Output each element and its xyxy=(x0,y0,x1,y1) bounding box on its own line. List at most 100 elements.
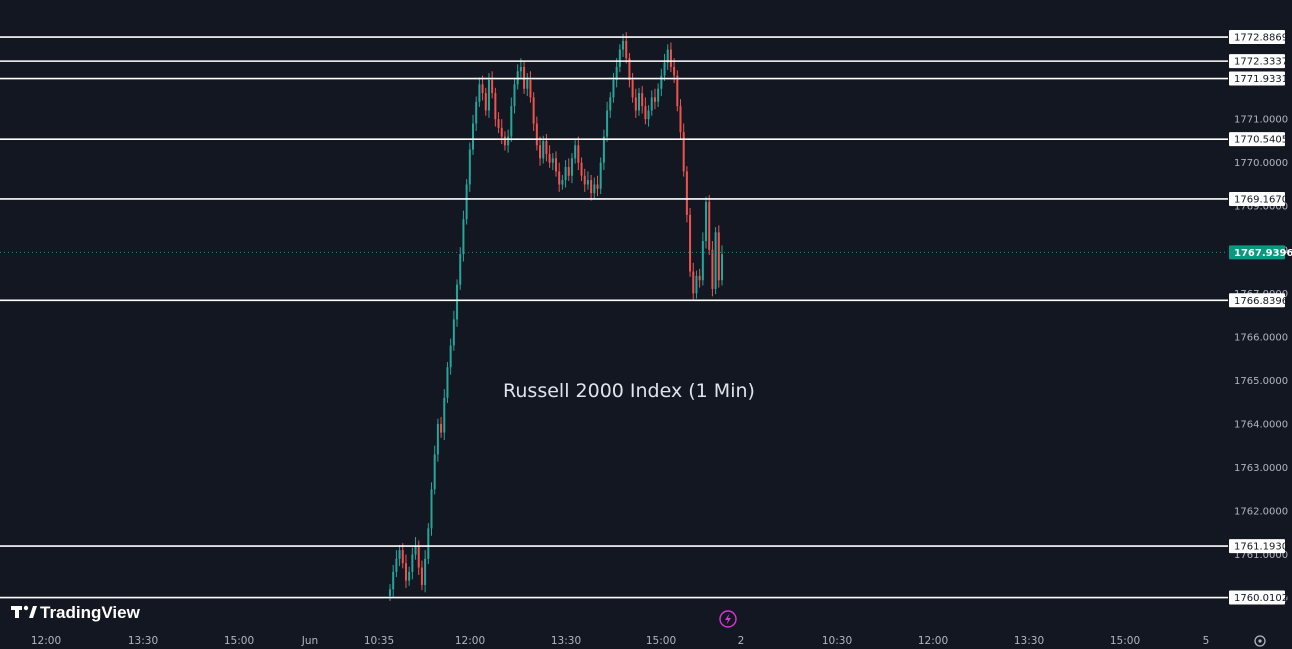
candle-body xyxy=(462,219,465,255)
candle-body xyxy=(692,271,695,294)
candle xyxy=(590,174,593,201)
candle-body xyxy=(503,136,506,146)
candle-body xyxy=(542,140,545,159)
candle-body xyxy=(669,49,672,67)
candle-body xyxy=(555,158,557,172)
candle-body xyxy=(590,180,593,194)
candle-body xyxy=(650,97,653,111)
x-tick-label: 10:35 xyxy=(364,635,394,647)
candle-body xyxy=(389,589,391,596)
candle xyxy=(708,194,711,255)
candle xyxy=(567,158,570,181)
x-tick-label: 13:30 xyxy=(1014,635,1044,647)
candle xyxy=(596,175,599,197)
candle xyxy=(529,71,532,103)
candle-body xyxy=(580,162,583,176)
candle-body xyxy=(657,88,660,102)
y-tick-label: 1765.0000 xyxy=(1234,376,1288,387)
candle xyxy=(420,560,423,591)
candle-body xyxy=(609,97,612,111)
candle xyxy=(692,262,695,301)
tradingview-logo-icon xyxy=(11,605,37,618)
x-tick-label: 15:00 xyxy=(224,635,254,647)
candle xyxy=(663,53,666,81)
candle xyxy=(452,310,455,351)
candle xyxy=(653,88,656,110)
candle xyxy=(411,547,414,580)
candle-body xyxy=(596,184,599,189)
level-tag-box xyxy=(1229,30,1285,45)
candle xyxy=(497,112,500,134)
candle-body xyxy=(638,93,640,111)
candle-body xyxy=(513,84,516,107)
candle-body xyxy=(682,132,685,172)
candle xyxy=(491,71,494,99)
candle-body xyxy=(398,550,401,559)
candle-body xyxy=(625,40,628,59)
candle xyxy=(395,550,398,578)
x-tick-label: 10:30 xyxy=(822,635,852,647)
candle-body xyxy=(564,167,567,181)
candle xyxy=(558,162,561,192)
chart-title: Russell 2000 Index (1 Min) xyxy=(503,380,755,402)
level-tag-box xyxy=(1229,293,1285,308)
tradingview-logo[interactable]: TradingView xyxy=(11,603,141,622)
candle-body xyxy=(717,232,720,281)
x-tick-label: Jun xyxy=(301,635,318,647)
candle-body xyxy=(622,40,625,50)
candle-body xyxy=(673,66,676,76)
candle-body xyxy=(408,571,411,581)
candle xyxy=(440,416,443,438)
candle-body xyxy=(653,97,656,102)
settings-gear-icon[interactable] xyxy=(1254,635,1266,647)
candle xyxy=(666,44,669,70)
candle-body xyxy=(491,79,494,94)
candle-body xyxy=(507,136,510,146)
candle-body xyxy=(558,171,561,185)
candle xyxy=(714,227,717,295)
candle xyxy=(618,44,621,73)
candle xyxy=(602,129,605,171)
level-tag-label: 1770.5405 xyxy=(1234,135,1288,146)
level-lines[interactable]: 1772.8869 1772.3337 1771.9331 1770.5405 1769… xyxy=(0,30,1288,605)
x-tick-label: 12:00 xyxy=(31,635,61,647)
candle xyxy=(465,179,468,225)
candle xyxy=(478,77,481,107)
candle-body xyxy=(497,119,500,128)
candle xyxy=(424,550,427,593)
level-tag-label: 1771.9331 xyxy=(1234,74,1288,85)
candle-body xyxy=(602,136,605,163)
candle-body xyxy=(705,201,708,242)
candle-body xyxy=(618,49,621,67)
candle-body xyxy=(679,106,682,133)
y-tick-label: 1763.0000 xyxy=(1234,463,1288,474)
candle xyxy=(433,445,436,495)
candle-body xyxy=(586,180,589,185)
candle xyxy=(404,554,407,588)
y-tick-label: 1762.0000 xyxy=(1234,506,1288,517)
candle xyxy=(548,145,551,168)
candle xyxy=(698,268,701,288)
x-tick-label: 2 xyxy=(738,635,745,647)
candle xyxy=(446,362,449,403)
level-tag-box xyxy=(1229,132,1285,147)
candle-body xyxy=(481,84,484,94)
x-tick-label: 5 xyxy=(1203,635,1210,647)
candle xyxy=(634,88,637,118)
level-tag-box xyxy=(1229,54,1285,69)
candle xyxy=(705,196,708,249)
candle-body xyxy=(676,75,679,107)
candle-body xyxy=(663,62,666,76)
candle xyxy=(526,73,529,97)
candle-body xyxy=(698,275,701,281)
candle-body xyxy=(430,489,433,529)
time-axis[interactable]: 12:00 13:30 15:00 Jun 10:35 12:00 13:30 15:00 2 1… xyxy=(31,635,1209,647)
candle-body xyxy=(468,149,471,185)
candle xyxy=(401,543,404,569)
y-tick-label: 1771.0000 xyxy=(1234,115,1288,126)
candle xyxy=(487,73,490,118)
candle-body xyxy=(644,106,647,120)
x-tick-label: 15:00 xyxy=(646,635,676,647)
lightning-icon[interactable] xyxy=(719,610,737,628)
